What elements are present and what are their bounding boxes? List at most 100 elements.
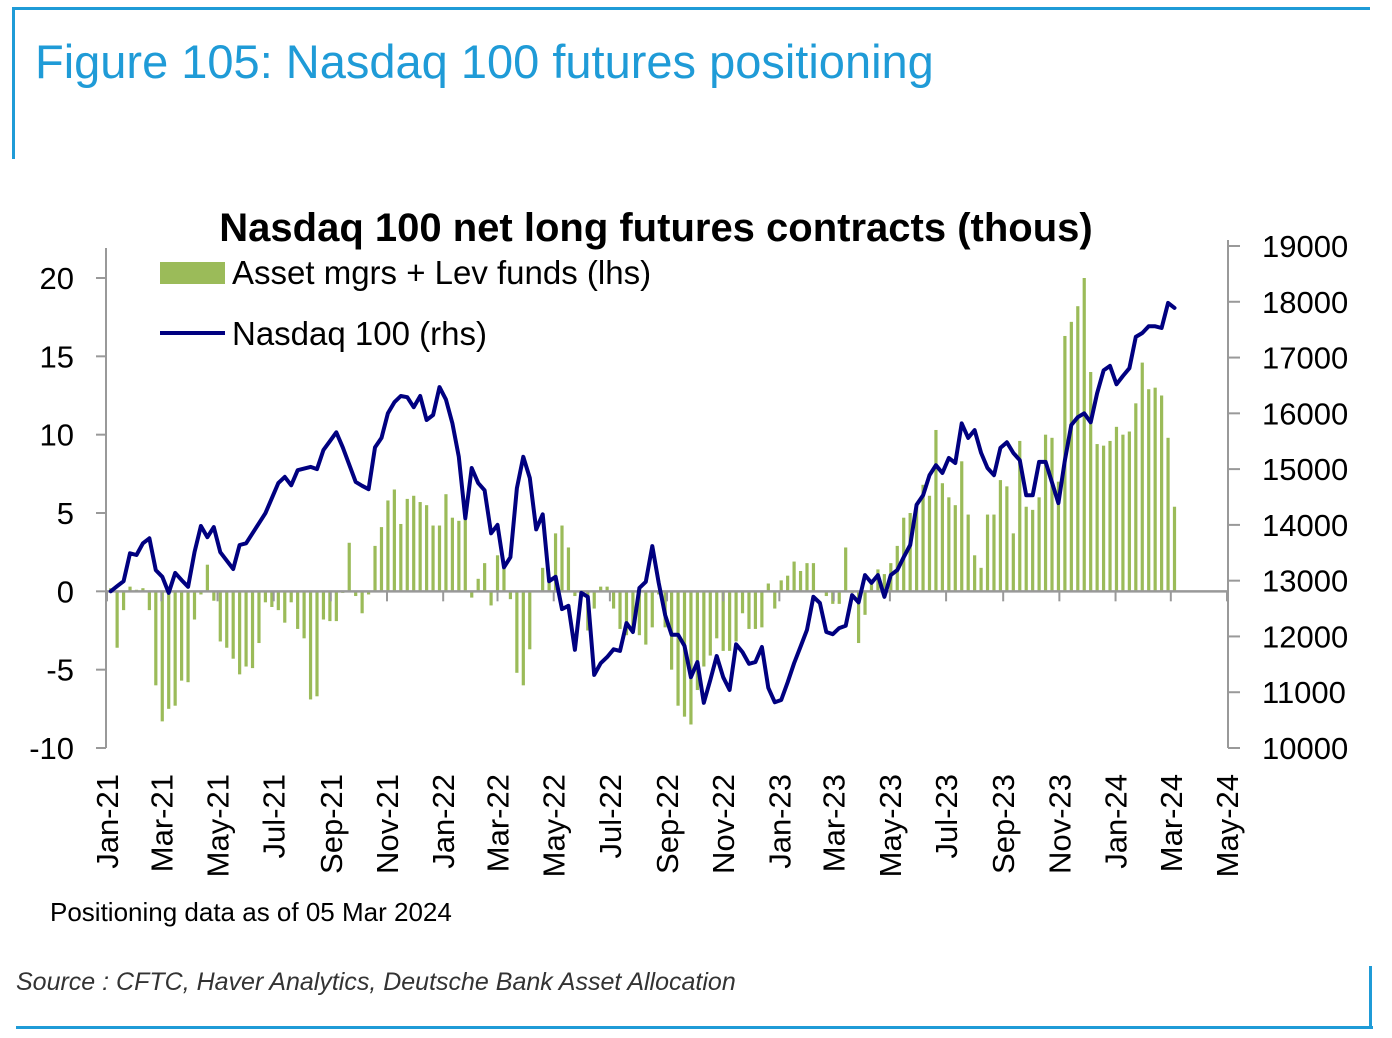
chart-title: Nasdaq 100 net long futures contracts (t… [219, 206, 1092, 250]
bar [450, 517, 454, 592]
nasdaq-line [108, 300, 1177, 705]
bar [180, 591, 184, 681]
bar [315, 591, 319, 697]
bar [508, 591, 513, 600]
bar [470, 591, 474, 598]
bar [515, 591, 519, 673]
bar [798, 570, 803, 592]
bar [379, 527, 384, 592]
right-tick-label: 15000 [1262, 452, 1348, 487]
bar [463, 519, 467, 592]
x-tick-label: Nov-22 [706, 774, 741, 874]
bar [940, 483, 944, 592]
bar [753, 591, 758, 629]
left-tick-label: 5 [57, 496, 74, 531]
bar [199, 591, 203, 595]
x-tick-label: Jul-21 [257, 774, 292, 858]
bar [418, 502, 422, 592]
bar [915, 503, 919, 592]
bar [805, 563, 809, 592]
right-tick-label: 14000 [1262, 508, 1348, 543]
bar [921, 484, 925, 592]
bar [811, 563, 816, 592]
bar [844, 547, 848, 592]
bar [250, 591, 255, 669]
bar [599, 586, 603, 592]
bar [437, 525, 442, 592]
bar [856, 591, 861, 644]
bar [257, 591, 261, 644]
bar [1127, 431, 1131, 592]
bar [985, 514, 990, 592]
bar [334, 591, 338, 622]
bar [728, 591, 732, 651]
bar [289, 591, 293, 603]
axes: -10 -5 0 5 10 15 20 10000 11000 12000 13000 14000 15… [29, 229, 1348, 877]
bar [953, 505, 957, 592]
bar [141, 588, 145, 592]
bar [412, 495, 416, 592]
figure-title: Figure 105: Nasdaq 100 futures positioni… [35, 35, 934, 88]
bar [321, 591, 326, 620]
bar [947, 497, 951, 592]
bar [373, 545, 377, 592]
bar [212, 591, 216, 601]
bar [1114, 426, 1119, 592]
left-tick-label: -5 [46, 653, 74, 688]
bar [121, 591, 126, 611]
bar [689, 591, 693, 725]
bar [721, 591, 725, 651]
bar [308, 591, 313, 700]
x-tick-label: Mar-24 [1154, 774, 1189, 872]
bar [360, 591, 364, 614]
bar [160, 591, 164, 722]
x-tick-label: May-23 [873, 774, 908, 877]
bar [1076, 306, 1080, 592]
x-tick-label: Nov-23 [1042, 774, 1077, 874]
bar [702, 591, 706, 667]
bar [1153, 387, 1157, 592]
bar [966, 514, 970, 592]
bar [302, 591, 306, 639]
right-tick-label: 19000 [1262, 229, 1348, 264]
bar [1160, 395, 1164, 592]
x-tick-label: Jan-24 [1099, 774, 1134, 869]
bar [792, 561, 796, 592]
left-tick-label: 15 [40, 339, 74, 374]
bar [218, 591, 222, 642]
bar [399, 523, 403, 592]
bar [824, 591, 828, 597]
bar [566, 547, 571, 592]
bar [167, 591, 171, 709]
bar [115, 591, 119, 648]
bar [560, 525, 564, 592]
bar [328, 591, 332, 622]
bar [1121, 434, 1125, 592]
bar [695, 591, 699, 691]
bar [992, 514, 996, 592]
legend-swatch-bars [160, 262, 225, 284]
bar [521, 591, 525, 686]
legend: Asset mgrs + Lev funds (lhs) Nasdaq 100 … [160, 254, 651, 352]
bar [1108, 440, 1112, 592]
bar [1166, 437, 1170, 592]
right-tick-label: 10000 [1262, 731, 1348, 766]
bar [766, 583, 770, 592]
bar [541, 567, 545, 592]
bar [270, 591, 274, 607]
bar [296, 591, 300, 629]
bar [715, 591, 719, 639]
x-tick-label: Sep-23 [986, 774, 1021, 874]
bar [1011, 533, 1015, 592]
x-tick-label: Mar-23 [817, 774, 852, 872]
frame-top-border [12, 7, 1370, 10]
x-tick-label: Mar-21 [144, 774, 179, 872]
bar [431, 525, 435, 592]
x-tick-label: May-21 [201, 774, 236, 877]
bar [637, 591, 641, 636]
bar [973, 555, 977, 592]
right-tick-label: 17000 [1262, 341, 1348, 376]
x-tick-label: Jul-22 [593, 774, 628, 858]
bar [231, 591, 235, 659]
